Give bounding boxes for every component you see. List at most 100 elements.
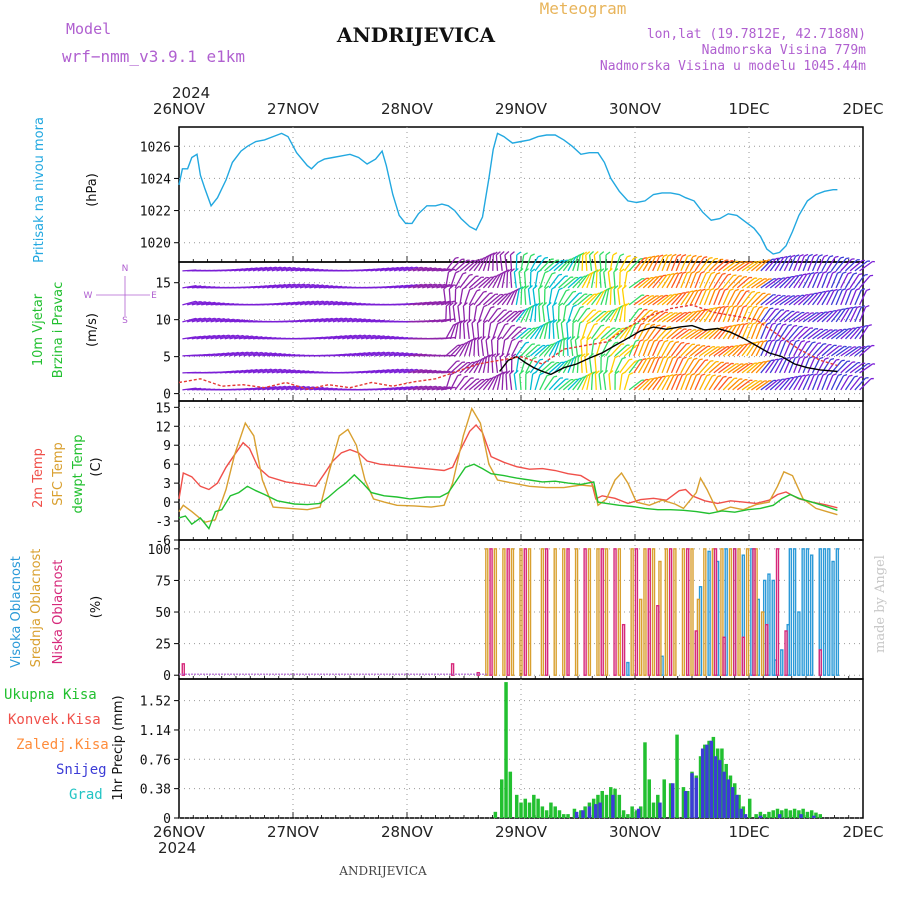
- wind-barb: [219, 334, 234, 340]
- wind-barb: [617, 288, 621, 305]
- bar-ukupna-kisa: [703, 744, 707, 818]
- wind-barb-tick: [766, 322, 771, 325]
- wind-barb-tick: [449, 302, 454, 307]
- wind-barb: [417, 385, 432, 391]
- wind-barb-tick: [565, 288, 570, 292]
- wind-barb: [840, 273, 849, 289]
- wind-barb-tick: [497, 307, 501, 310]
- wind-barb: [449, 272, 457, 289]
- wind-barb: [398, 368, 413, 374]
- bar-snijeg: [726, 779, 731, 818]
- ytick-label: 1.52: [140, 695, 171, 710]
- bar-niska-oblacnost: [713, 548, 718, 676]
- wind-barb: [656, 312, 671, 323]
- wind-barb: [685, 290, 695, 306]
- wind-barb: [539, 375, 548, 391]
- wind-barb: [285, 385, 300, 391]
- wind-barb: [741, 306, 749, 323]
- wind-barb: [290, 283, 305, 289]
- wind-barb-tick: [861, 305, 866, 308]
- wind-barb: [722, 325, 733, 340]
- wind-barb: [708, 327, 722, 340]
- wind-barb: [443, 288, 447, 305]
- wind-barb: [379, 267, 394, 272]
- wind-barb-tick: [806, 340, 811, 343]
- wind-barb-tick: [795, 254, 800, 257]
- wind-barb-tick: [558, 287, 563, 291]
- wind-barb: [844, 376, 856, 391]
- bar-snijeg: [658, 802, 662, 818]
- temp-ylabel-2m: 2m Temp: [31, 448, 46, 508]
- wind-barb-tick: [612, 252, 618, 256]
- wind-barb-tick: [733, 304, 738, 308]
- wind-barb: [760, 341, 769, 357]
- wind-barb: [558, 258, 571, 272]
- wind-barb: [224, 318, 239, 323]
- wind-barb: [769, 358, 780, 374]
- wind-barb-tick: [790, 356, 795, 359]
- bar-visoka-oblacnost: [780, 649, 784, 676]
- wind-barb: [285, 267, 300, 272]
- meteogram-label: Meteogram: [540, 0, 627, 18]
- wind-barb: [826, 272, 834, 289]
- wind-barb: [548, 260, 562, 272]
- legend-zaledj-kisa: Zaledj.Kisa: [16, 737, 109, 753]
- wind-barb: [523, 271, 527, 288]
- wind-barb: [567, 276, 581, 289]
- wind-barb: [501, 325, 513, 340]
- wind-barb-tick: [700, 270, 705, 274]
- wind-barb: [751, 278, 765, 289]
- wind-barb: [487, 375, 497, 391]
- wind-barb: [661, 274, 672, 289]
- wind-barb: [708, 289, 716, 306]
- wind-barb: [779, 325, 789, 340]
- wind-barb: [219, 318, 234, 323]
- wind-barb-tick: [547, 320, 552, 324]
- wind-barb: [628, 258, 641, 272]
- wind-barb: [318, 317, 333, 323]
- wind-barb: [304, 300, 319, 306]
- wind-barb-tick: [593, 251, 599, 256]
- wind-barb: [313, 387, 329, 391]
- wind-barb-tick: [855, 287, 861, 291]
- wind-barb: [370, 335, 385, 340]
- legend-grad: Grad: [69, 787, 103, 803]
- wind-barb: [342, 317, 357, 323]
- wind-barb: [638, 257, 649, 272]
- wind-barb: [633, 379, 647, 391]
- bar-srednja-oblacnost: [502, 548, 506, 676]
- wind-barb: [708, 376, 719, 391]
- bar-ukupna-kisa: [604, 794, 609, 818]
- wind-barb-tick: [682, 271, 687, 274]
- wind-barb: [473, 339, 476, 356]
- ytick-label: 100: [148, 543, 171, 558]
- wind-barb-tick: [673, 373, 678, 377]
- bar-srednja-oblacnost: [681, 548, 686, 676]
- wind-barb: [816, 344, 830, 357]
- bar-ukupna-kisa: [801, 808, 805, 818]
- wind-barb-tick: [740, 323, 744, 326]
- wind-barb: [309, 386, 324, 391]
- wind-barb: [656, 357, 664, 374]
- wind-barb: [835, 346, 850, 357]
- model-elevation-label: Nadmorska Visina u modelu 1045.44m: [600, 59, 866, 74]
- wind-barb: [703, 258, 716, 272]
- wind-barb: [511, 327, 524, 340]
- wind-barb-tick: [511, 324, 515, 327]
- wind-barb: [361, 319, 376, 323]
- wind-barb: [694, 359, 706, 374]
- wind-barb: [403, 353, 418, 357]
- wind-barb: [375, 267, 390, 272]
- wind-barb-tick: [651, 255, 656, 258]
- wind-barb-tick: [525, 370, 531, 375]
- wind-barb: [656, 375, 667, 391]
- wind-barb: [558, 290, 567, 306]
- wind-barb: [680, 374, 688, 391]
- wind-barb: [501, 272, 506, 288]
- wind-barb: [422, 283, 436, 289]
- wind-barb: [694, 272, 702, 289]
- ytick-label: 1022: [140, 205, 171, 220]
- wind-barb-tick: [469, 273, 473, 276]
- wind-barb: [501, 373, 504, 390]
- time-label-bottom: 1DEC: [728, 823, 769, 841]
